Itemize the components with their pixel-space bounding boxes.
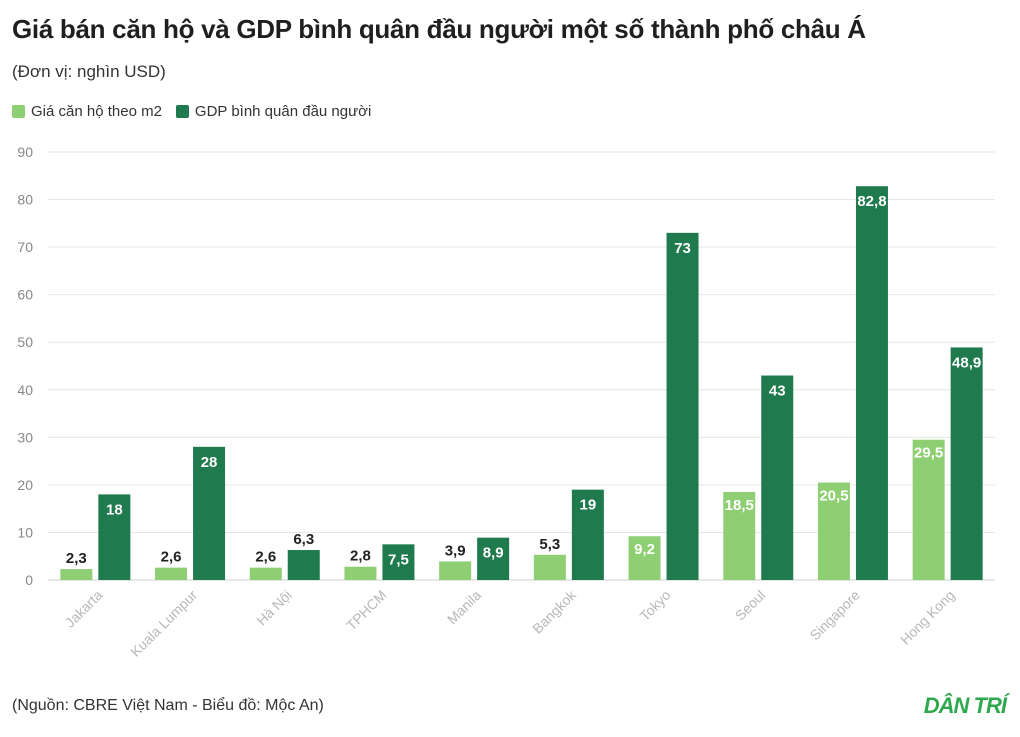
x-category-label: Seoul — [732, 587, 769, 624]
y-tick-label: 0 — [25, 572, 33, 588]
source-note: (Nguồn: CBRE Việt Nam - Biểu đồ: Mộc An) — [12, 697, 324, 714]
bar-apartment-price — [533, 554, 566, 580]
dantri-logo: DÂN TRÍ — [923, 693, 1007, 718]
data-label-apartment-price: 3,9 — [445, 542, 466, 559]
x-category-label: Tokyo — [636, 587, 673, 624]
bar-gdp — [571, 489, 604, 580]
legend-label-apartment-price: Giá căn hộ theo m2 — [31, 103, 162, 120]
data-label-gdp: 19 — [580, 497, 597, 514]
data-label-apartment-price: 18,5 — [725, 497, 754, 514]
bar-apartment-price — [817, 482, 850, 580]
bar-apartment-price — [439, 561, 472, 580]
bar-gdp — [98, 494, 131, 580]
data-label-apartment-price: 20,5 — [819, 488, 848, 505]
data-label-gdp: 82,8 — [857, 193, 886, 210]
data-label-gdp: 18 — [106, 501, 123, 518]
y-tick-label: 60 — [17, 287, 33, 303]
x-category-label: Singapore — [807, 587, 864, 644]
data-label-apartment-price: 2,6 — [255, 549, 276, 566]
data-label-gdp: 8,9 — [483, 545, 504, 562]
x-category-label: Manila — [444, 587, 485, 628]
bar-apartment-price — [912, 439, 945, 580]
data-label-apartment-price: 9,2 — [634, 541, 655, 558]
data-label-apartment-price: 5,3 — [539, 536, 560, 553]
y-tick-label: 80 — [17, 192, 33, 208]
legend-label-gdp: GDP bình quân đầu người — [194, 103, 372, 120]
legend-swatch-dark — [175, 105, 189, 118]
data-label-gdp: 7,5 — [388, 551, 409, 568]
bar-apartment-price — [628, 536, 661, 580]
x-category-label: Kuala Lumpur — [127, 587, 200, 660]
bar-gdp — [193, 446, 226, 580]
legend: Giá căn hộ theo m2 GDP bình quân đầu ngư… — [12, 103, 385, 120]
bar-gdp — [761, 375, 794, 580]
data-label-gdp: 28 — [201, 454, 218, 471]
chart-subtitle: (Đơn vị: nghìn USD) — [12, 62, 166, 81]
bar-apartment-price — [60, 569, 93, 580]
data-label-gdp: 43 — [769, 383, 786, 400]
data-label-apartment-price: 29,5 — [914, 445, 943, 462]
y-tick-label: 70 — [17, 239, 33, 255]
bar-apartment-price — [155, 567, 188, 580]
bar-gdp — [287, 550, 320, 580]
bar-apartment-price — [723, 492, 756, 580]
x-category-label: Hong Kong — [897, 587, 958, 648]
legend-item-apartment-price: Giá căn hộ theo m2 — [12, 103, 162, 120]
y-tick-label: 20 — [17, 477, 33, 493]
legend-swatch-light — [12, 105, 25, 118]
y-tick-label: 30 — [17, 429, 33, 445]
bar-gdp — [382, 544, 415, 580]
x-category-label: Hà Nội — [253, 587, 295, 629]
y-tick-label: 50 — [17, 334, 33, 350]
bar-gdp — [666, 232, 699, 580]
x-category-label: Bangkok — [529, 586, 580, 637]
chart-title: Giá bán căn hộ và GDP bình quân đầu ngườ… — [12, 14, 866, 44]
data-label-gdp: 6,3 — [293, 531, 314, 548]
legend-item-gdp: GDP bình quân đầu người — [175, 103, 372, 120]
x-category-label: Jakarta — [62, 587, 106, 631]
data-label-gdp: 48,9 — [952, 354, 981, 371]
y-tick-label: 10 — [17, 524, 33, 540]
data-label-gdp: 73 — [674, 240, 691, 257]
bar-gdp — [477, 537, 510, 580]
y-tick-label: 90 — [17, 144, 33, 160]
x-category-label: TPHCM — [343, 587, 390, 634]
bar-apartment-price — [249, 567, 282, 580]
data-label-apartment-price: 2,8 — [350, 548, 371, 565]
bar-gdp — [855, 186, 888, 581]
data-label-apartment-price: 2,3 — [66, 550, 87, 567]
y-tick-label: 40 — [17, 382, 33, 398]
bar-gdp — [950, 347, 983, 580]
bar-chart: 0 10 20 30 40 50 60 70 80 90 2,3 18 Jakarta 2,6 28 Kual… — [17, 144, 995, 660]
bar-apartment-price — [344, 566, 377, 580]
data-label-apartment-price: 2,6 — [161, 549, 182, 566]
